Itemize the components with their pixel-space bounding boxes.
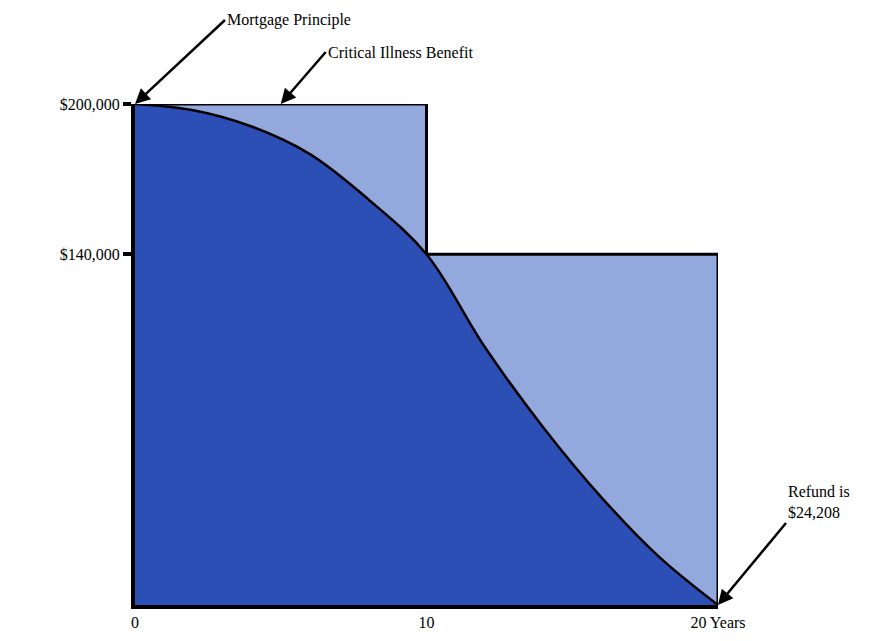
svg-text:$200,000: $200,000	[60, 96, 120, 113]
svg-text:Mortgage Principle: Mortgage Principle	[227, 11, 351, 29]
svg-text:20 Years: 20 Years	[690, 614, 745, 631]
svg-text:Refund is$24,208: Refund is$24,208	[788, 483, 850, 521]
svg-text:Critical Illness Benefit: Critical Illness Benefit	[328, 44, 473, 61]
svg-text:$140,000: $140,000	[60, 246, 120, 263]
svg-text:0: 0	[131, 614, 139, 631]
svg-text:10: 10	[419, 614, 435, 631]
